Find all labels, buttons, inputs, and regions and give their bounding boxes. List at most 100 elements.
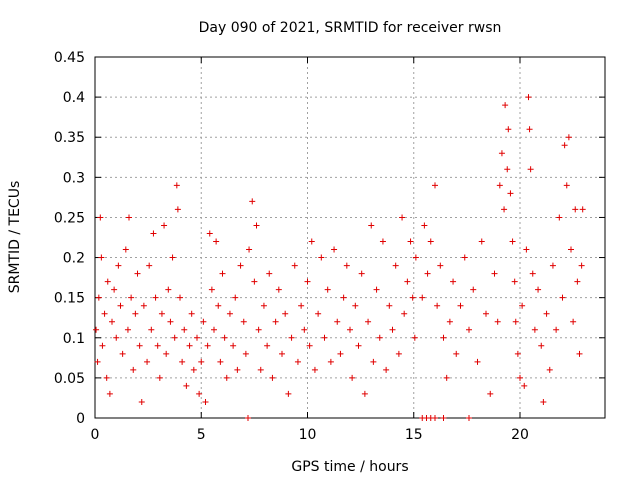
data-point <box>163 350 170 357</box>
data-point <box>119 350 126 357</box>
data-point <box>461 254 468 261</box>
data-point <box>106 390 113 397</box>
data-point <box>409 294 416 301</box>
data-point <box>487 390 494 397</box>
data-point <box>327 358 334 365</box>
axis-ticks: 0 0.05 0.1 0.15 0.2 0.25 0.3 0.35 0.4 0.45 0 5 10 15 2… <box>54 50 605 443</box>
data-points <box>93 94 586 421</box>
data-point <box>578 262 585 269</box>
y-tick-label: 0.1 <box>63 331 85 347</box>
data-point <box>115 262 122 269</box>
data-point <box>134 270 141 277</box>
data-point <box>161 222 168 229</box>
data-point <box>94 358 101 365</box>
data-point <box>174 206 181 213</box>
data-point <box>242 350 249 357</box>
data-point <box>446 318 453 325</box>
data-point <box>572 206 579 213</box>
data-point <box>523 246 530 253</box>
data-point <box>266 270 273 277</box>
data-point <box>466 326 472 333</box>
data-point <box>219 270 226 277</box>
data-point <box>525 94 532 101</box>
data-point <box>401 310 408 317</box>
data-point <box>340 294 347 301</box>
y-axis-label: SRMTID / TECUs <box>7 181 23 294</box>
data-point <box>272 318 279 325</box>
data-point <box>285 390 292 397</box>
data-point <box>507 190 514 197</box>
data-point <box>98 254 105 261</box>
x-tick-label: 20 <box>511 427 529 443</box>
data-point <box>237 262 244 269</box>
data-point <box>279 350 285 357</box>
data-point <box>179 358 186 365</box>
data-point <box>294 358 301 365</box>
data-point <box>494 318 501 325</box>
data-point <box>370 358 377 365</box>
data-point <box>113 334 120 341</box>
data-point <box>511 278 518 285</box>
data-point <box>173 182 180 189</box>
data-point <box>298 302 305 309</box>
data-point <box>140 302 147 309</box>
data-point <box>158 310 165 317</box>
data-point <box>97 214 104 221</box>
data-point <box>470 286 477 293</box>
data-point <box>386 302 393 309</box>
data-point <box>504 166 511 173</box>
data-point <box>368 222 375 229</box>
data-point <box>517 374 523 381</box>
data-point <box>217 358 224 365</box>
plot-frame <box>94 56 606 419</box>
data-point <box>165 286 172 293</box>
data-point <box>232 294 239 301</box>
data-point <box>311 366 318 373</box>
data-point <box>427 238 434 245</box>
data-point <box>288 334 295 341</box>
data-point <box>171 334 178 341</box>
data-point <box>315 310 322 317</box>
data-point <box>466 415 472 421</box>
data-point <box>136 342 143 349</box>
data-point <box>253 222 260 229</box>
data-point <box>198 358 205 365</box>
data-point <box>540 398 547 405</box>
data-point <box>194 334 200 341</box>
data-point <box>324 286 331 293</box>
data-point <box>355 342 362 349</box>
data-point <box>221 334 228 341</box>
data-point <box>188 310 195 317</box>
data-point <box>202 398 209 405</box>
x-axis-label: GPS time / hours <box>291 459 408 475</box>
data-point <box>529 270 536 277</box>
data-point <box>570 318 577 325</box>
data-point <box>146 262 153 269</box>
data-point <box>156 374 163 381</box>
data-point <box>399 214 406 221</box>
data-point <box>343 262 350 269</box>
y-tick-label: 0.45 <box>54 50 85 66</box>
data-point <box>200 318 207 325</box>
data-point <box>549 262 556 269</box>
data-point <box>559 294 566 301</box>
x-tick-label: 10 <box>299 427 317 443</box>
data-point <box>565 134 572 141</box>
y-tick-label: 0.15 <box>54 291 85 307</box>
data-point <box>255 326 262 333</box>
data-point <box>181 326 188 333</box>
data-point <box>206 230 213 237</box>
data-point <box>234 366 241 373</box>
data-point <box>183 382 190 389</box>
data-point <box>474 358 481 365</box>
data-point <box>379 238 386 245</box>
data-point <box>453 350 460 357</box>
y-tick-label: 0.2 <box>63 251 85 267</box>
data-point <box>352 302 359 309</box>
data-point <box>457 302 464 309</box>
data-point <box>104 278 111 285</box>
data-point <box>358 270 365 277</box>
data-point <box>138 398 145 405</box>
data-point <box>501 206 508 213</box>
y-tick-label: 0.4 <box>63 90 85 106</box>
